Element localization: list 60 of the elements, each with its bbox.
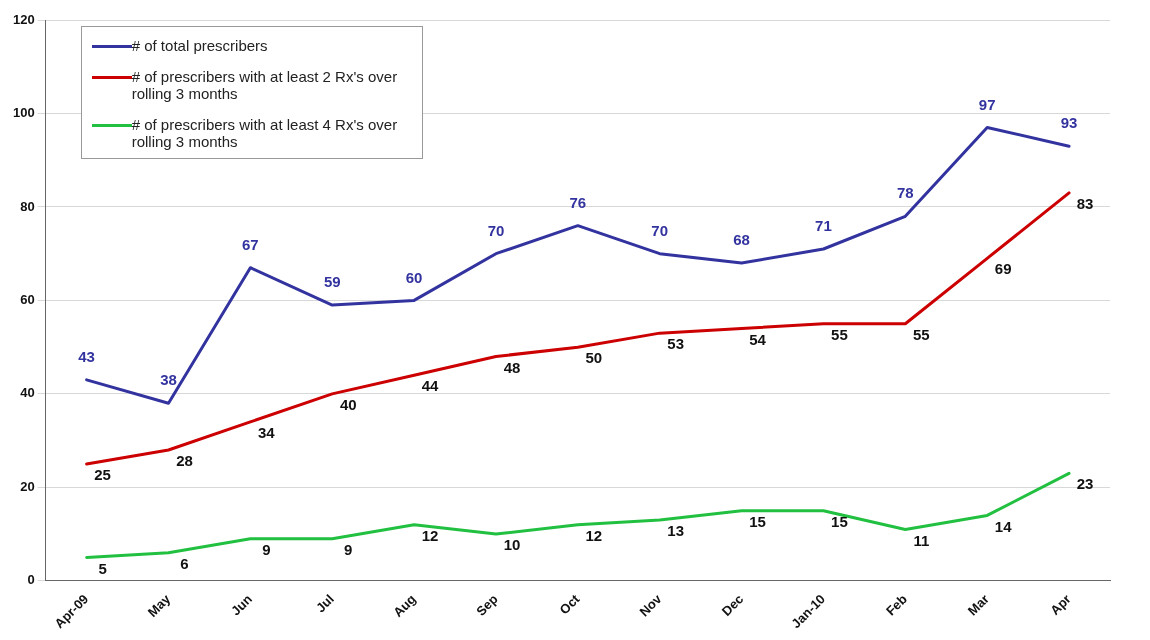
data-label: 44 [421,377,440,395]
data-label: 93 [1060,114,1078,132]
y-tick-label: 80 [20,198,35,214]
data-label: 70 [487,221,505,239]
y-tick-label: 100 [12,105,35,121]
data-label: 28 [176,452,193,470]
x-tick-label: Apr [1047,591,1074,618]
data-label: 67 [242,235,259,253]
data-label: 48 [503,358,521,376]
x-tick-label: Oct [556,590,583,618]
legend-label: # of total prescribers [131,37,268,54]
data-label: 43 [78,348,95,366]
data-label: 34 [258,424,276,442]
x-tick-label: May [144,590,174,620]
x-tick-label: Mar [964,591,992,619]
data-label: 50 [585,349,603,367]
x-tick-label: Sep [473,591,501,619]
data-label: 76 [569,193,587,211]
x-tick-label: Nov [636,590,665,620]
x-tick-label: Jul [312,591,337,616]
data-label: 23 [1076,475,1094,493]
data-label: 69 [994,260,1012,278]
data-label: 14 [994,517,1013,535]
data-label: 54 [749,330,767,348]
data-label: 6 [180,554,189,572]
data-label: 12 [585,526,603,544]
data-label: 9 [344,540,353,558]
x-tick-label: Jun [228,591,256,619]
data-label: 59 [323,273,341,291]
data-label: 83 [1076,195,1094,213]
data-label: 40 [339,396,357,414]
data-label: 13 [667,522,685,540]
y-tick-label: 60 [20,292,35,307]
data-label: 55 [912,325,930,343]
x-tick-label: Aug [390,591,419,620]
data-label: 38 [160,371,177,389]
data-label: 68 [733,231,750,249]
x-tick-label: Dec [718,591,747,619]
data-label: 10 [503,536,521,554]
data-label: 25 [94,466,111,484]
data-label: 9 [262,540,271,558]
legend-label: # of prescribers with at least 2 Rx's over rolling 3 months [131,68,399,102]
y-tick-label: 40 [20,385,35,401]
y-tick-label: 0 [27,572,35,588]
y-tick-label: 20 [20,478,35,494]
data-label: 15 [831,512,848,530]
data-label: 60 [405,268,423,286]
data-label: 12 [421,526,439,544]
legend-label: # of prescribers with at least 4 Rx's over rolling 3 months [131,116,399,150]
data-label: 71 [815,217,832,235]
data-label: 53 [667,335,685,353]
data-label: 55 [831,325,848,343]
data-label: 5 [98,559,107,577]
data-label: 78 [896,184,914,202]
data-label: 97 [978,95,996,113]
data-label: 11 [913,531,930,549]
data-label: 15 [749,512,766,530]
data-label: 70 [651,221,669,239]
x-tick-label: Feb [883,591,911,619]
y-tick-label: 120 [12,11,35,27]
